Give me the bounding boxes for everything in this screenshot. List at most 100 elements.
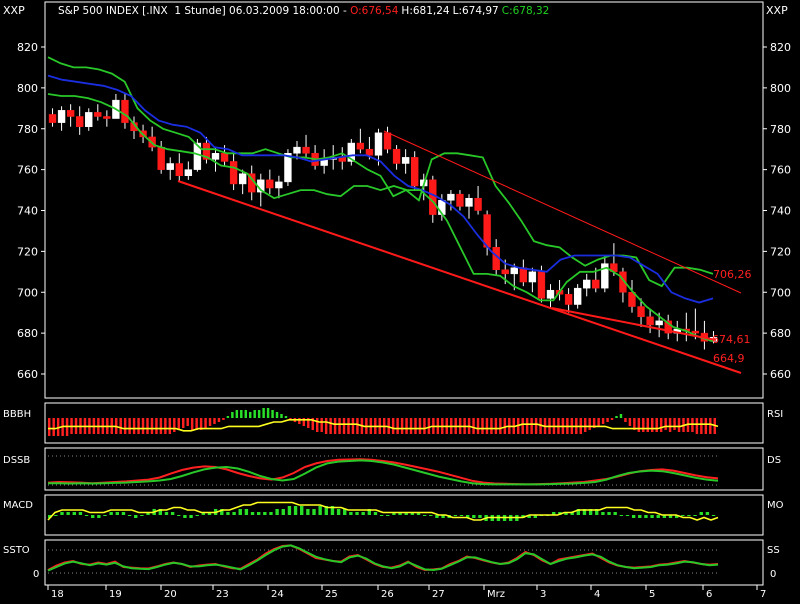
macd-bar	[140, 515, 144, 516]
bbbh-signal-line	[48, 418, 719, 432]
bbbh-bar	[490, 418, 493, 434]
panel-label-right: RSI	[767, 409, 783, 420]
macd-bar	[472, 515, 476, 518]
macd-bar	[127, 515, 132, 516]
macd-bar	[533, 515, 537, 518]
candle-up	[401, 157, 410, 164]
bbbh-bar	[320, 418, 323, 432]
y-tick-label-left: 700	[17, 286, 38, 299]
candle-down	[75, 116, 84, 127]
indicator-plots: BBBH RSI DSSB DS MACD MO SSTO SS 0 0	[3, 408, 784, 580]
bbbh-bar	[119, 418, 122, 434]
macd-bar	[287, 506, 292, 515]
bbbh-bar	[298, 418, 301, 424]
y-tick-label-left: 660	[17, 368, 38, 381]
candle-up	[85, 112, 93, 127]
candle-down	[592, 279, 600, 289]
candle-down	[121, 99, 129, 123]
macd-bar	[681, 515, 685, 516]
y-tick-label-right: 740	[770, 205, 791, 218]
x-tick-label: 7	[760, 589, 766, 600]
macd-bar	[668, 515, 673, 518]
dssb-panel-frame	[44, 447, 764, 491]
macd-bar	[207, 512, 212, 515]
upper-band-line	[47, 56, 714, 288]
candle-down	[474, 197, 482, 211]
bbbh-bar	[226, 416, 230, 418]
macd-bar	[183, 515, 187, 518]
bbbh-bar	[624, 418, 627, 422]
lower-band-line	[47, 93, 714, 343]
candle-down	[646, 316, 654, 326]
bbbh-bar	[199, 418, 203, 430]
bbbh-bar	[128, 418, 131, 434]
macd-bar	[398, 512, 402, 515]
macd-bar	[281, 509, 285, 515]
macd-bar	[570, 512, 574, 515]
macd-bar	[220, 509, 224, 515]
macd-bar	[367, 509, 372, 515]
macd-bar	[324, 506, 328, 515]
bbbh-bar	[668, 418, 672, 432]
bbbh-bar	[177, 418, 180, 430]
price-axis: 820 820 800 800 780 780 760 760 740 740 720 720 700 7…	[17, 41, 791, 381]
bbbh-bar	[164, 418, 167, 434]
bbbh-bar	[695, 418, 699, 434]
bbbh-bar	[530, 418, 533, 434]
macd-bar	[170, 512, 175, 515]
bbbh-bar	[642, 418, 645, 432]
bbbh-bar	[709, 418, 712, 434]
trendline	[177, 180, 742, 374]
bbbh-bar	[217, 418, 221, 422]
candle-up	[293, 146, 301, 154]
macd-bar	[687, 515, 691, 516]
macd-bar	[404, 512, 408, 515]
price-panel-frame	[44, 1, 764, 399]
macd-bar	[601, 512, 605, 515]
bbbh-bar	[584, 418, 587, 432]
candle-down	[302, 146, 310, 154]
macd-bar	[410, 512, 415, 515]
candle-down	[619, 271, 627, 293]
bbbh-bar	[137, 418, 140, 434]
macd-bar	[60, 512, 64, 515]
macd-bar	[422, 515, 427, 516]
macd-bar	[78, 512, 83, 515]
x-tick-label: 25	[325, 589, 338, 600]
x-tick-label: 23	[216, 589, 229, 600]
y-tick-label-left: 760	[17, 164, 38, 177]
DSSB-green-line	[48, 459, 719, 486]
panel-label-right: SS	[767, 545, 780, 556]
panel-label-right: DS	[767, 455, 781, 466]
macd-bar	[48, 515, 52, 518]
macd-bar	[650, 515, 654, 518]
macd-bar	[638, 515, 642, 518]
candle-down	[48, 114, 57, 123]
header: XXP XXP S&P 500 INDEX [.INX 1 Stunde] 06…	[3, 4, 788, 17]
macd-bar	[91, 515, 95, 518]
y-tick-label-left: 720	[17, 245, 38, 258]
bbbh-bar	[700, 418, 703, 434]
bbbh-bar	[240, 410, 243, 418]
bbbh-bar	[52, 418, 55, 436]
panel-label-right: MO	[767, 500, 784, 511]
bbbh-bar	[123, 418, 127, 434]
candle-up	[374, 132, 383, 156]
x-tick-label: 4	[594, 589, 600, 600]
bbbh-bar	[190, 418, 194, 430]
x-tick-label: 3	[540, 589, 546, 600]
bbbh-bar	[155, 418, 158, 434]
y-tick-label-right: 820	[770, 41, 791, 54]
bbbh-bar	[418, 418, 422, 434]
macd-bar	[355, 512, 359, 515]
candle-down	[157, 146, 165, 170]
bbbh-bar	[244, 410, 247, 418]
macd-bar	[361, 512, 365, 515]
candle-up	[528, 271, 537, 283]
x-tick-label: 24	[271, 589, 284, 600]
candle-down	[103, 116, 111, 119]
bbbh-bar	[195, 418, 198, 430]
macd-bar	[256, 512, 261, 515]
macd-bar	[478, 515, 482, 518]
bbbh-bar	[342, 418, 346, 434]
